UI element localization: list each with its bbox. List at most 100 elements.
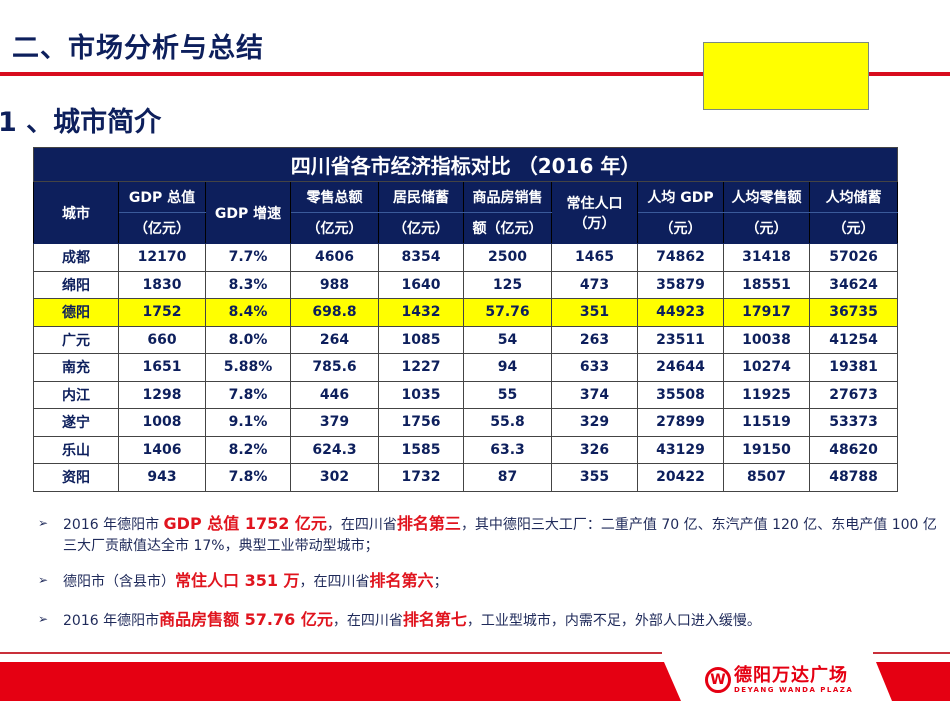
- footer-band: [0, 662, 681, 701]
- header-gdp: GDP 总值: [118, 181, 206, 213]
- value-cell: 9.1%: [205, 408, 291, 437]
- header-population: 常住人口 （万）: [551, 181, 638, 244]
- value-cell: 7.8%: [205, 463, 291, 492]
- value-cell: 8507: [723, 463, 810, 492]
- value-cell: 57.76: [463, 298, 552, 327]
- value-cell: 1432: [378, 298, 464, 327]
- value-cell: 41254: [808, 325, 899, 354]
- table-body: 成都 12170 7.7% 4606 8354 2500 1465 74862 31418 570…: [33, 243, 899, 492]
- value-cell: 2500: [463, 243, 552, 272]
- header-city: 城市: [33, 181, 119, 244]
- value-cell: 446: [290, 380, 379, 409]
- header-savings-unit: （亿元）: [378, 212, 464, 244]
- city-cell: 内江: [33, 380, 119, 409]
- value-cell: 55: [463, 380, 552, 409]
- value-cell: 698.8: [290, 298, 379, 327]
- header-pcretail: 人均零售额: [723, 181, 810, 213]
- bullet-item: ➢ 德阳市（含县市）常住人口 351 万，在四川省排名第六；: [38, 570, 938, 593]
- value-cell: 1008: [118, 408, 206, 437]
- wanda-logo-icon: W: [705, 667, 731, 693]
- value-cell: 19150: [723, 435, 810, 464]
- bullet-text: ，工业型城市，内需不足，外部人口进入缓慢。: [466, 613, 761, 629]
- bullet-text: 2016 年德阳市: [63, 517, 164, 533]
- value-cell: 10038: [723, 325, 810, 354]
- value-cell: 1830: [118, 270, 206, 299]
- value-cell: 94: [463, 353, 552, 382]
- table-row: 内江 1298 7.8% 446 1035 55 374 35508 11925 27673: [33, 380, 899, 409]
- bullet-list: ➢ 2016 年德阳市 GDP 总值 1752 亿元，在四川省排名第三，其中德阳…: [38, 513, 938, 632]
- value-cell: 633: [551, 353, 638, 382]
- city-cell: 成都: [33, 243, 119, 272]
- bullet-text: 2016 年德阳市: [63, 613, 160, 629]
- header-gdp-unit: （亿元）: [118, 212, 206, 244]
- value-cell: 20422: [637, 463, 724, 492]
- bullet-item: ➢ 2016 年德阳市 GDP 总值 1752 亿元，在四川省排名第三，其中德阳…: [38, 513, 938, 557]
- value-cell: 1085: [378, 325, 464, 354]
- value-cell: 43129: [637, 435, 724, 464]
- value-cell: 379: [290, 408, 379, 437]
- table-row: 乐山 1406 8.2% 624.3 1585 63.3 326 43129 19150 4862…: [33, 435, 899, 464]
- value-cell: 10274: [723, 353, 810, 382]
- city-cell: 资阳: [33, 463, 119, 492]
- value-cell: 660: [118, 325, 206, 354]
- value-cell: 48620: [808, 435, 899, 464]
- value-cell: 1035: [378, 380, 464, 409]
- value-cell: 23511: [637, 325, 724, 354]
- value-cell: 624.3: [290, 435, 379, 464]
- table-row: 南充 1651 5.88% 785.6 1227 94 633 24644 10274 19381: [33, 353, 899, 382]
- value-cell: 473: [551, 270, 638, 299]
- value-cell: 785.6: [290, 353, 379, 382]
- value-cell: 125: [463, 270, 552, 299]
- header-pcgdp-unit: （元）: [637, 212, 724, 244]
- bullet-highlight: 常住人口 351 万: [175, 571, 300, 590]
- value-cell: 74862: [637, 243, 724, 272]
- value-cell: 55.8: [463, 408, 552, 437]
- bullet-highlight: 排名第七: [402, 610, 467, 629]
- value-cell: 1406: [118, 435, 206, 464]
- city-cell: 德阳: [33, 298, 119, 327]
- table-row: 成都 12170 7.7% 4606 8354 2500 1465 74862 31418 570…: [33, 243, 899, 272]
- value-cell: 27673: [808, 380, 899, 409]
- bullet-text: ，其中德阳三大工厂：二重产值 70 亿、东汽产值 120 亿、东电产值 100 …: [63, 517, 937, 554]
- header-pcsavings: 人均储蓄: [808, 181, 899, 213]
- value-cell: 1465: [551, 243, 638, 272]
- value-cell: 5.88%: [205, 353, 291, 382]
- bullet-text: 德阳市（含县市）: [63, 574, 175, 590]
- bullet-highlight: 排名第三: [396, 514, 461, 533]
- value-cell: 7.7%: [205, 243, 291, 272]
- value-cell: 54: [463, 325, 552, 354]
- value-cell: 17917: [723, 298, 810, 327]
- value-cell: 1732: [378, 463, 464, 492]
- value-cell: 36735: [808, 298, 899, 327]
- logo-text-en: DEYANG WANDA PLAZA: [734, 686, 854, 694]
- city-cell: 广元: [33, 325, 119, 354]
- value-cell: 8.4%: [205, 298, 291, 327]
- value-cell: 263: [551, 325, 638, 354]
- value-cell: 1585: [378, 435, 464, 464]
- table-title: 四川省各市经济指标对比 （2016 年）: [32, 147, 899, 182]
- city-cell: 遂宁: [33, 408, 119, 437]
- value-cell: 8354: [378, 243, 464, 272]
- value-cell: 302: [290, 463, 379, 492]
- value-cell: 35879: [637, 270, 724, 299]
- value-cell: 48788: [808, 463, 899, 492]
- header-retail: 零售总额: [290, 181, 379, 213]
- table-row: 遂宁 1008 9.1% 379 1756 55.8 329 27899 11519 53373: [33, 408, 899, 437]
- arrow-bullet-icon: ➢: [38, 573, 49, 587]
- value-cell: 1651: [118, 353, 206, 382]
- value-cell: 53373: [808, 408, 899, 437]
- value-cell: 24644: [637, 353, 724, 382]
- header-savings: 居民储蓄: [378, 181, 464, 213]
- bullet-text: ，在四川省: [326, 517, 397, 533]
- value-cell: 264: [290, 325, 379, 354]
- footer-band-right: [876, 662, 950, 701]
- value-cell: 326: [551, 435, 638, 464]
- arrow-bullet-icon: ➢: [38, 612, 49, 626]
- value-cell: 988: [290, 270, 379, 299]
- value-cell: 18551: [723, 270, 810, 299]
- table-row: 德阳 1752 8.4% 698.8 1432 57.76 351 44923 17917 367…: [33, 298, 899, 327]
- footer-line-right: [873, 652, 950, 654]
- table-row: 广元 660 8.0% 264 1085 54 263 23511 10038 41254: [33, 325, 899, 354]
- value-cell: 1640: [378, 270, 464, 299]
- page-title: 二、市场分析与总结: [12, 33, 264, 64]
